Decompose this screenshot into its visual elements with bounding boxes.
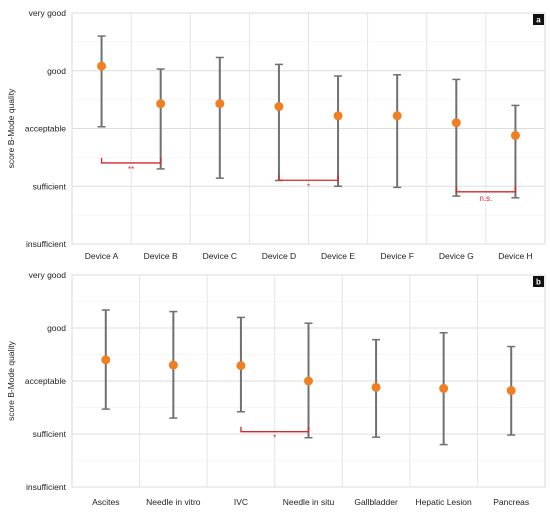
y-tick-label: good	[47, 66, 66, 76]
x-tick-label: Hepatic Lesion	[416, 497, 473, 507]
data-point	[304, 376, 313, 386]
y-tick-label: sufficient	[33, 181, 67, 191]
data-point	[506, 386, 516, 396]
data-point	[510, 130, 520, 140]
panel-label-badge	[533, 276, 544, 287]
x-tick-label: Device B	[144, 251, 178, 261]
x-tick-label: IVC	[234, 497, 248, 507]
significance-bracket	[278, 175, 339, 181]
y-axis-label: score B-Mode quality	[6, 340, 16, 421]
data-point	[236, 361, 246, 371]
significance-bracket	[100, 157, 162, 164]
data-point	[439, 383, 449, 393]
y-tick-label: insufficient	[26, 482, 67, 492]
x-tick-label: Device D	[262, 251, 296, 261]
data-point	[156, 99, 166, 109]
significance-label: **	[128, 165, 134, 174]
y-tick-label: acceptable	[25, 124, 66, 134]
panel-label: a	[536, 16, 541, 25]
data-point	[215, 99, 225, 109]
data-point	[392, 111, 402, 121]
y-tick-label: acceptable	[25, 376, 66, 386]
y-tick-label: sufficient	[33, 429, 67, 439]
y-axis-label: score B-Mode quality	[6, 88, 16, 169]
data-point	[274, 102, 284, 112]
x-tick-label: Needle in vitro	[146, 497, 201, 507]
data-point	[168, 360, 178, 370]
x-tick-label: Needle in situ	[283, 497, 335, 507]
significance-bracket	[240, 426, 310, 433]
significance-label: n.s.	[479, 194, 492, 203]
y-tick-label: very good	[29, 270, 67, 280]
panel-label: b	[536, 278, 541, 287]
x-tick-label: Device F	[380, 251, 414, 261]
x-tick-label: Pancreas	[493, 497, 529, 507]
x-tick-label: Device G	[439, 251, 474, 261]
data-point	[101, 355, 111, 365]
y-tick-label: very good	[29, 8, 67, 18]
x-tick-label: Device H	[498, 251, 532, 261]
significance-label: *	[307, 182, 310, 191]
x-tick-label: Device C	[203, 251, 237, 261]
significance-label: *	[273, 434, 276, 443]
significance-bracket	[455, 186, 517, 193]
data-point	[451, 118, 461, 128]
data-point	[333, 111, 343, 121]
panel-label-badge	[533, 14, 544, 25]
x-tick-label: Device E	[321, 251, 355, 261]
data-point	[97, 61, 107, 71]
y-tick-label: insufficient	[26, 239, 67, 249]
x-tick-label: Ascites	[92, 497, 119, 507]
data-point	[371, 382, 381, 392]
y-tick-label: good	[47, 323, 66, 333]
x-tick-label: Gallbladder	[354, 497, 398, 507]
x-tick-label: Device A	[85, 251, 119, 261]
